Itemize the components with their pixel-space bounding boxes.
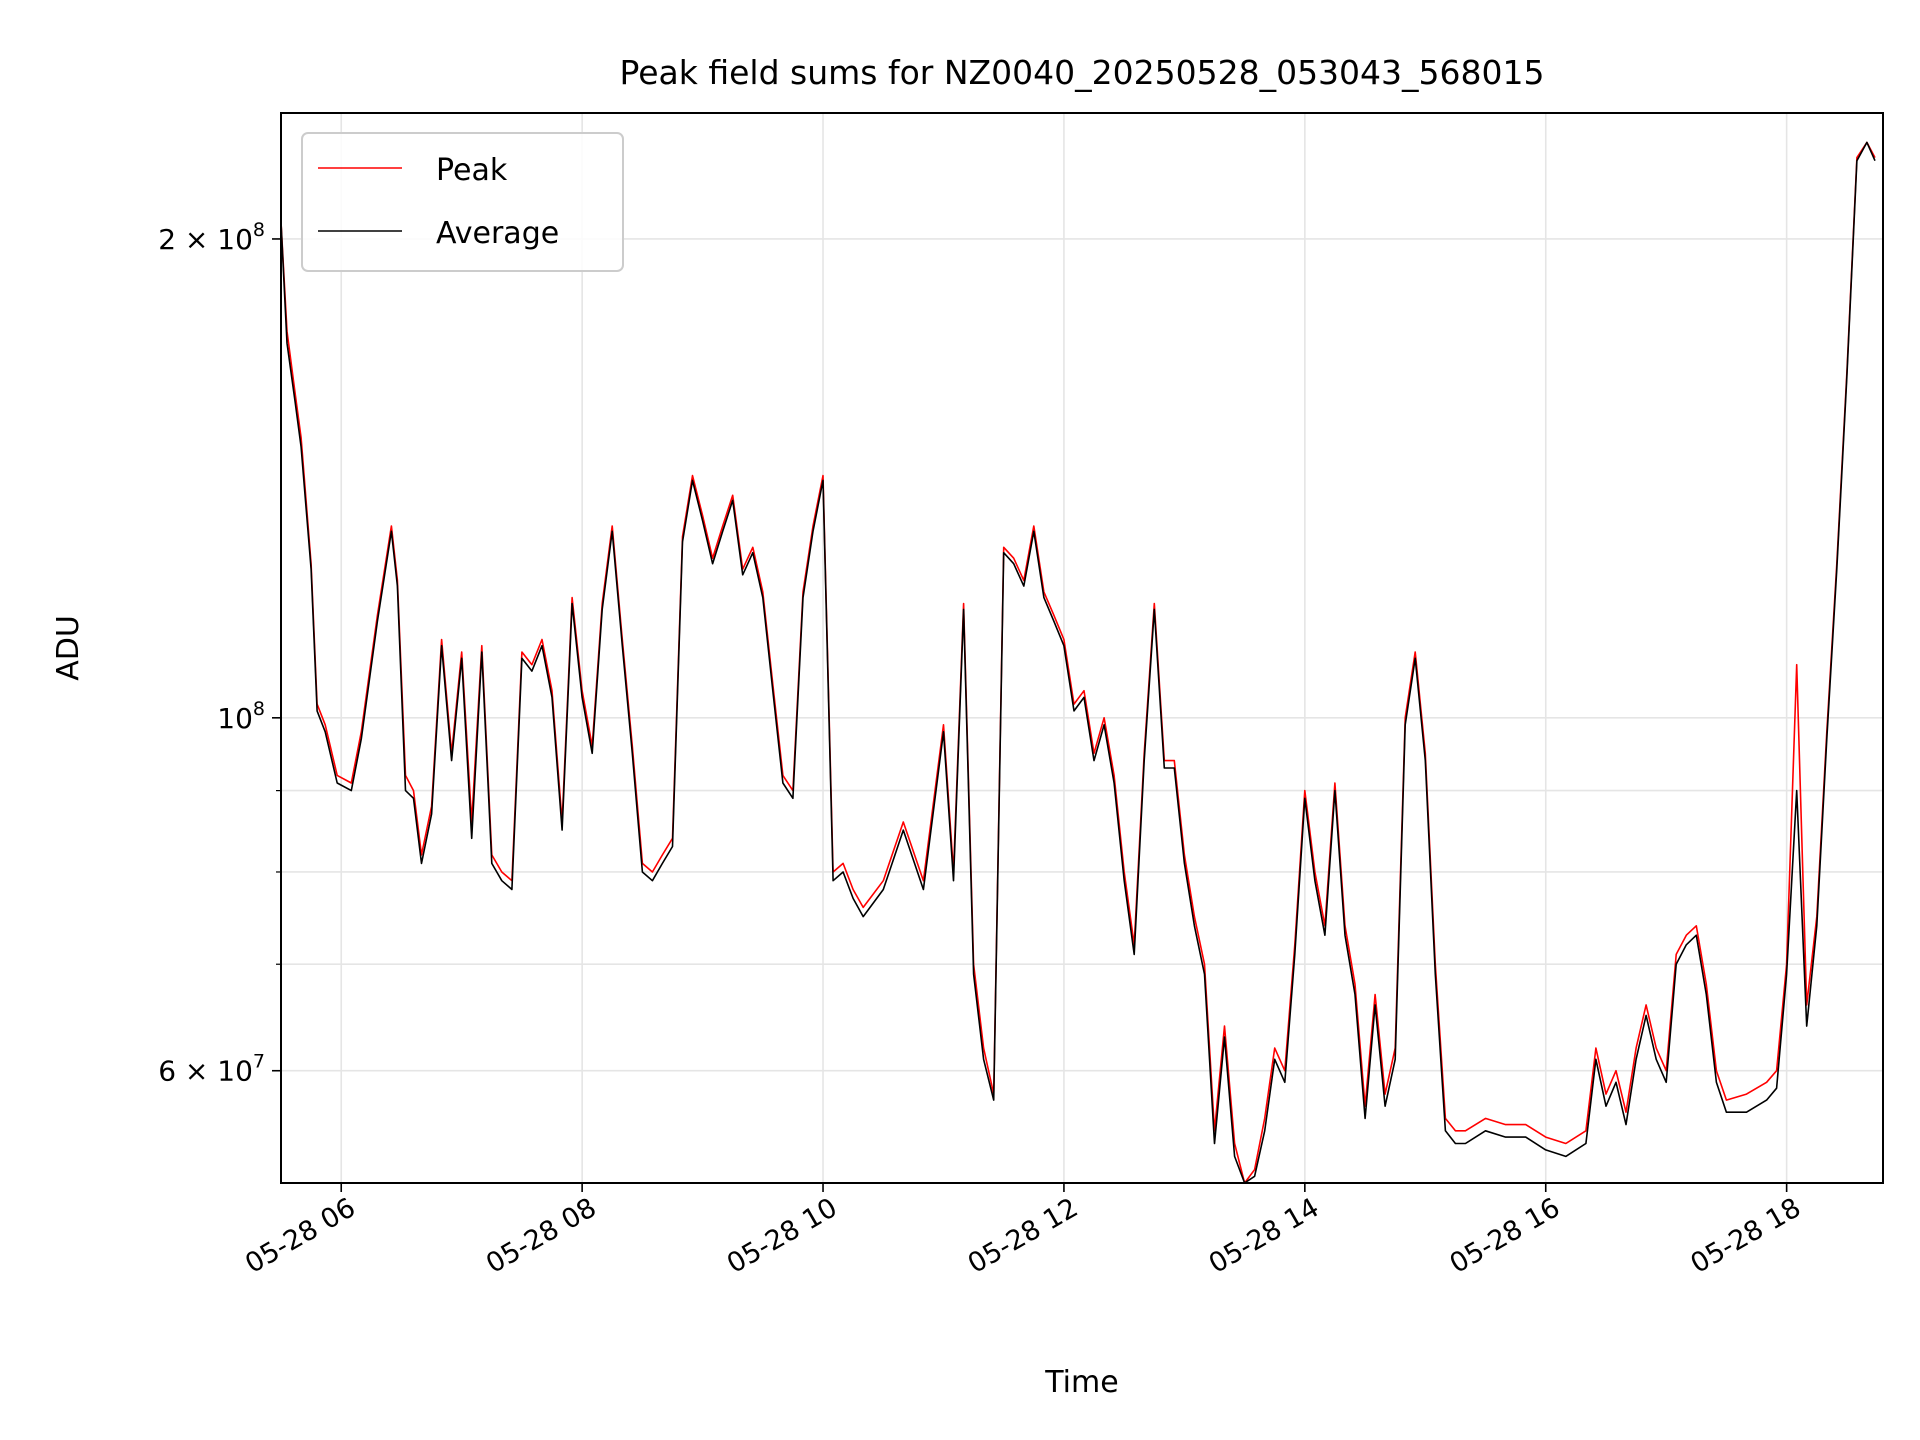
grid-lines	[281, 113, 1883, 1183]
y-tick-label-base: 6 × 10	[158, 1055, 253, 1088]
y-axis-label: ADU	[51, 615, 86, 681]
y-tick-label: 108	[217, 698, 265, 735]
y-tick-label-base: 10	[217, 702, 253, 735]
series-line-average	[280, 141, 1876, 1184]
y-tick-label-base: 2 × 10	[158, 223, 253, 256]
legend-label-average: Average	[436, 216, 559, 251]
series-lines	[280, 141, 1876, 1184]
y-tick-label: 6 × 107	[158, 1051, 265, 1088]
chart-title: Peak field sums for NZ0040_20250528_0530…	[619, 53, 1544, 92]
y-tick-label: 2 × 108	[158, 219, 265, 256]
y-tick-label-exponent: 7	[253, 1051, 265, 1073]
y-tick-label-exponent: 8	[253, 698, 265, 720]
legend: Peak Average	[301, 132, 624, 272]
plot-frame	[280, 112, 1884, 1184]
x-axis-label: Time	[1044, 1365, 1118, 1400]
y-tick-label-exponent: 8	[253, 219, 265, 241]
legend-label-peak: Peak	[436, 153, 508, 188]
